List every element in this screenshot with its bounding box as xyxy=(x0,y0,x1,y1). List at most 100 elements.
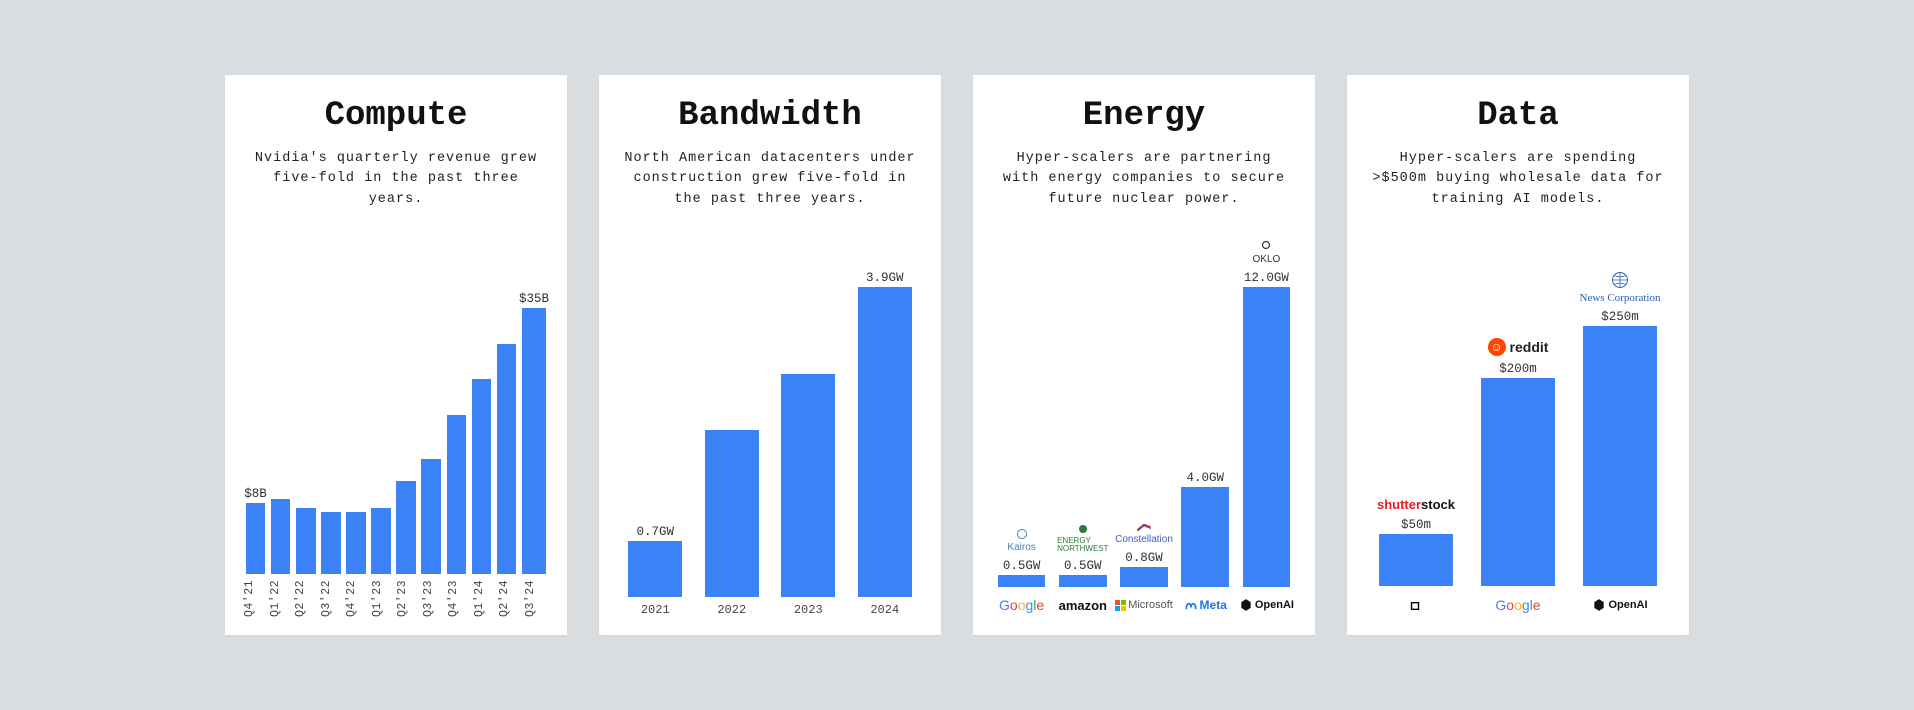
bar-value-label: 0.5GW xyxy=(1064,559,1102,573)
bar-compute-0: $8B xyxy=(243,487,268,574)
energy-partner-1: ENERGYNORTHWEST xyxy=(1057,523,1108,553)
bar-rect xyxy=(858,287,912,597)
bar-value-label: 4.0GW xyxy=(1186,471,1224,485)
bandwidth-title: Bandwidth xyxy=(617,97,923,135)
bar-value-label: $50m xyxy=(1401,518,1431,532)
energy-xaxis: Google amazon Microsoft Meta OpenAI xyxy=(991,593,1297,617)
bar-compute-2: x xyxy=(293,492,318,574)
xlabel-compute-1: Q1'22 xyxy=(269,580,295,617)
bandwidth-subtitle: North American datacenters under constru… xyxy=(617,149,923,210)
openai-logo-icon: OpenAI xyxy=(1592,598,1647,612)
bar-rect xyxy=(371,508,391,574)
compute-chart: $8Bxxxxxxxxxx$35B xyxy=(243,226,549,574)
bar-rect xyxy=(1120,567,1168,587)
card-bandwidth: Bandwidth North American datacenters und… xyxy=(599,75,941,635)
bar-energy-2: Constellation0.8GW xyxy=(1113,522,1174,587)
bar-compute-6: x xyxy=(394,465,419,574)
data-xaxis:  Google OpenAI xyxy=(1365,592,1671,617)
bar-rect xyxy=(271,499,291,574)
bar-data-1: ☺reddit $200m xyxy=(1467,338,1569,586)
xlabel-compute-10: Q2'24 xyxy=(498,580,524,617)
bar-bandwidth-2: x xyxy=(770,358,847,597)
compute-xaxis: Q4'21Q1'22Q2'22Q3'22Q4'22Q1'23Q2'23Q3'23… xyxy=(243,580,549,617)
bar-rect xyxy=(346,512,366,574)
bar-compute-1: x xyxy=(268,483,293,574)
amazon-logo-icon: amazon xyxy=(1059,598,1107,613)
xlabel-compute-4: Q4'22 xyxy=(345,580,371,617)
xlabel-energy-1: amazon xyxy=(1052,593,1113,617)
bar-value-label: $250m xyxy=(1601,310,1639,324)
bar-rect xyxy=(998,575,1046,588)
bar-energy-3: 4.0GW xyxy=(1175,471,1236,587)
apple-logo-icon:  xyxy=(1409,592,1422,617)
bar-value-label: 0.8GW xyxy=(1125,551,1163,565)
bar-compute-5: x xyxy=(368,492,393,574)
xlabel-compute-11: Q3'24 xyxy=(524,580,550,617)
xlabel-bandwidth-1: 2022 xyxy=(694,603,771,617)
bar-rect xyxy=(1059,575,1107,588)
xlabel-compute-2: Q2'22 xyxy=(294,580,320,617)
data-source-logo-0: shutterstock xyxy=(1377,497,1455,512)
bar-rect xyxy=(628,541,682,597)
bar-rect xyxy=(1379,534,1452,586)
bandwidth-chart: 0.7GWxx3.9GW xyxy=(617,226,923,597)
data-chart: shutterstock $50m ☺reddit $200m News Corpora… xyxy=(1365,226,1671,586)
bar-rect xyxy=(705,430,759,597)
bar-rect xyxy=(1583,326,1656,586)
bar-compute-11: $35B xyxy=(519,292,549,574)
microsoft-logo-icon: Microsoft xyxy=(1115,599,1173,611)
energy-partner-0: Kairos xyxy=(1007,528,1035,553)
bar-rect xyxy=(497,344,517,574)
bar-rect xyxy=(321,512,341,574)
google-logo-icon: Google xyxy=(999,597,1044,613)
bar-rect xyxy=(396,481,416,574)
data-title: Data xyxy=(1365,97,1671,135)
bar-value-label: $8B xyxy=(244,487,267,501)
data-subtitle: Hyper-scalers are spending >$500m buying… xyxy=(1365,149,1671,210)
card-energy: Energy Hyper-scalers are partnering with… xyxy=(973,75,1315,635)
bar-value-label: 0.7GW xyxy=(636,525,674,539)
openai-logo-icon: OpenAI xyxy=(1239,598,1294,612)
bar-rect xyxy=(296,508,316,574)
bar-compute-9: x xyxy=(469,363,494,574)
bar-rect xyxy=(447,415,467,574)
bar-compute-10: x xyxy=(494,328,519,574)
energy-chart: Kairos 0.5GW ENERGYNORTHWEST 0.5GW Constella… xyxy=(991,226,1297,587)
xlabel-compute-7: Q3'23 xyxy=(422,580,448,617)
card-data: Data Hyper-scalers are spending >$500m b… xyxy=(1347,75,1689,635)
xlabel-compute-6: Q2'23 xyxy=(396,580,422,617)
bar-rect xyxy=(781,374,835,597)
bar-compute-4: x xyxy=(343,496,368,574)
xlabel-bandwidth-2: 2023 xyxy=(770,603,847,617)
xlabel-compute-0: Q4'21 xyxy=(243,580,269,617)
xlabel-bandwidth-0: 2021 xyxy=(617,603,694,617)
google-logo-icon: Google xyxy=(1495,597,1540,613)
bar-rect xyxy=(522,308,545,574)
reddit-logo-icon: ☺reddit xyxy=(1488,338,1549,356)
bar-rect xyxy=(246,503,266,574)
bar-data-2: News Corporation $250m xyxy=(1569,271,1671,586)
bar-value-label: $200m xyxy=(1499,362,1537,376)
xlabel-compute-8: Q4'23 xyxy=(447,580,473,617)
bar-value-label: $35B xyxy=(519,292,549,306)
bar-value-label: 0.5GW xyxy=(1003,559,1041,573)
xlabel-data-0:  xyxy=(1365,592,1467,617)
bar-compute-8: x xyxy=(444,399,469,574)
bar-bandwidth-0: 0.7GW xyxy=(617,525,694,597)
bar-compute-3: x xyxy=(318,496,343,574)
newscorp-logo-icon: News Corporation xyxy=(1580,271,1661,304)
xlabel-compute-5: Q1'23 xyxy=(371,580,397,617)
xlabel-data-1: Google xyxy=(1467,592,1569,617)
bar-rect xyxy=(1181,487,1229,587)
meta-logo-icon: Meta xyxy=(1184,598,1227,612)
bar-bandwidth-1: x xyxy=(694,414,771,597)
data-source-logo-1: ☺reddit xyxy=(1488,338,1549,356)
xlabel-compute-9: Q1'24 xyxy=(473,580,499,617)
bar-rect xyxy=(421,459,441,574)
bar-energy-1: ENERGYNORTHWEST 0.5GW xyxy=(1052,523,1113,588)
card-compute: Compute Nvidia's quarterly revenue grew … xyxy=(225,75,567,635)
bar-energy-4: OKLO12.0GW xyxy=(1236,238,1297,587)
bar-data-0: shutterstock $50m xyxy=(1365,497,1467,586)
xlabel-compute-3: Q3'22 xyxy=(320,580,346,617)
shutterstock-logo-icon: shutterstock xyxy=(1377,497,1455,512)
